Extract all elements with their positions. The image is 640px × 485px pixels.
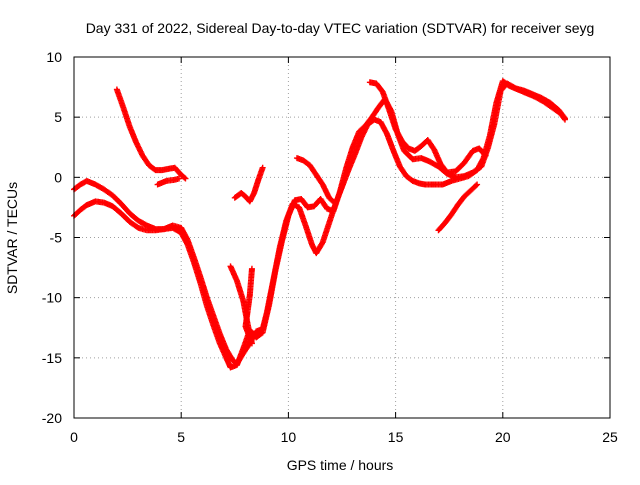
x-tick-label: 15 [388, 429, 404, 445]
x-tick-label: 25 [602, 429, 618, 445]
plot-frame [73, 56, 611, 419]
y-tick-label: -5 [50, 230, 63, 246]
x-axis-label: GPS time / hours [287, 457, 394, 473]
x-tick-label: 0 [70, 429, 78, 445]
series-track-i [154, 175, 183, 188]
data-point [561, 114, 568, 121]
y-tick-label: -15 [42, 350, 62, 366]
series-track-h [227, 263, 255, 347]
data-point [176, 175, 183, 182]
series-track-a [113, 86, 189, 182]
series-track-g [231, 164, 266, 205]
series-track-d [366, 79, 489, 176]
x-tick-label: 5 [177, 429, 185, 445]
data-point [481, 151, 488, 158]
tick-layer: 0 5 10 15 20 25 -20 -15 -10 -5 0 5 10 [42, 49, 618, 445]
y-axis-label: SDTVAR / TECUs [4, 182, 20, 294]
data-point [332, 200, 339, 207]
y-tick-label: 5 [54, 109, 62, 125]
series-track-f [435, 181, 481, 234]
data-point [181, 174, 188, 181]
data-point [473, 182, 479, 189]
data-point [331, 199, 338, 206]
x-tick-label: 10 [281, 429, 297, 445]
x-tick-label: 20 [495, 429, 511, 445]
y-tick-label: 10 [46, 49, 62, 65]
y-tick-label: -20 [42, 410, 62, 426]
series-track-e [293, 155, 339, 207]
data-point [482, 152, 489, 159]
y-tick-label: 0 [54, 169, 62, 185]
data-layer [71, 78, 568, 371]
data-point [182, 175, 189, 182]
y-tick-label: -10 [42, 290, 62, 306]
data-point [561, 115, 568, 122]
data-point [248, 265, 255, 272]
grid-layer [74, 57, 610, 418]
data-point [259, 164, 266, 171]
data-point [474, 181, 481, 188]
chart-title: Day 331 of 2022, Sidereal Day-to-day VTE… [86, 20, 595, 36]
